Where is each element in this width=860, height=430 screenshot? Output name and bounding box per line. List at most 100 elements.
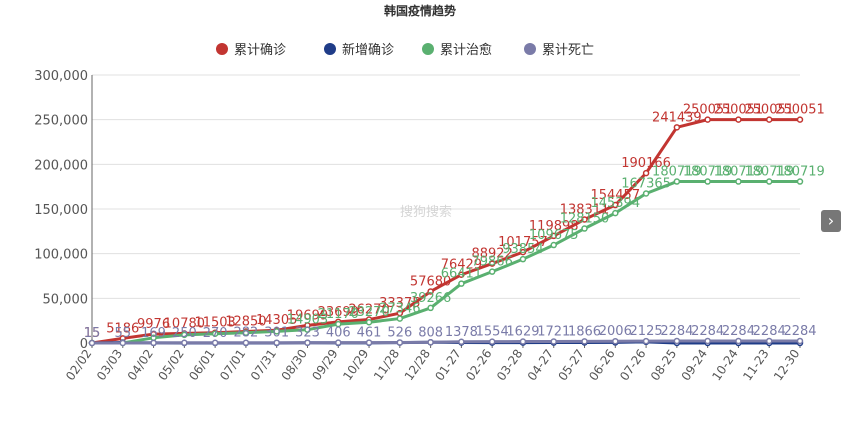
legend-item[interactable]: 新增确诊 bbox=[324, 42, 394, 58]
data-label: 79866 bbox=[471, 255, 512, 270]
data-point[interactable] bbox=[304, 326, 311, 333]
data-point[interactable] bbox=[796, 337, 804, 345]
data-label: 190166 bbox=[621, 156, 671, 171]
data-label: 23699 bbox=[318, 305, 359, 320]
data-point[interactable] bbox=[211, 339, 219, 347]
data-label: 33375 bbox=[379, 296, 420, 311]
data-point[interactable] bbox=[242, 339, 250, 346]
next-page-button[interactable]: › bbox=[821, 210, 841, 232]
legend-item[interactable]: 累计死亡 bbox=[524, 43, 594, 58]
data-point[interactable] bbox=[550, 338, 557, 345]
data-point[interactable] bbox=[673, 337, 681, 345]
data-label: 241439 bbox=[652, 110, 702, 125]
series-lines[interactable] bbox=[88, 116, 804, 347]
x-tick-label: 06-26 bbox=[586, 347, 617, 384]
series-line[interactable] bbox=[91, 180, 800, 345]
x-axis: 02/02 03/03 04/02 05/02 06/01 07/01 07/31 08/30… bbox=[63, 342, 802, 384]
data-point[interactable] bbox=[211, 330, 219, 337]
data-label: 461 bbox=[357, 326, 382, 341]
data-point[interactable] bbox=[335, 320, 342, 328]
data-point[interactable] bbox=[796, 116, 804, 123]
data-point[interactable] bbox=[735, 337, 742, 345]
data-point[interactable] bbox=[119, 339, 127, 347]
y-tick-label: 200,000 bbox=[34, 158, 88, 173]
x-tick-label: 07/31 bbox=[248, 347, 279, 383]
series-line[interactable] bbox=[91, 339, 800, 345]
data-point[interactable] bbox=[396, 339, 404, 346]
data-point[interactable] bbox=[427, 339, 434, 346]
data-label: 10780 bbox=[164, 316, 205, 331]
data-point[interactable] bbox=[488, 338, 496, 345]
data-label: 250051 bbox=[714, 103, 764, 118]
data-point[interactable] bbox=[365, 339, 373, 346]
data-point[interactable] bbox=[704, 116, 711, 123]
y-tick-label: 250,000 bbox=[34, 114, 88, 129]
data-point[interactable] bbox=[150, 339, 157, 347]
data-label: 301 bbox=[264, 326, 289, 341]
legend[interactable]: 累计确诊 新增确诊 累计治愈 累计死亡 bbox=[216, 42, 594, 58]
x-tick-label: 09/29 bbox=[309, 347, 340, 383]
data-point[interactable] bbox=[642, 337, 650, 345]
grid-lines bbox=[92, 74, 800, 344]
data-point[interactable] bbox=[704, 337, 711, 345]
data-point[interactable] bbox=[181, 339, 188, 347]
data-point[interactable] bbox=[519, 248, 527, 256]
data-point[interactable] bbox=[642, 190, 650, 197]
series-line[interactable] bbox=[91, 118, 800, 345]
data-point[interactable] bbox=[488, 268, 496, 275]
data-point[interactable] bbox=[519, 338, 527, 345]
data-point[interactable] bbox=[612, 209, 619, 217]
data-label: 101757 bbox=[498, 235, 548, 250]
data-label: 808 bbox=[418, 325, 443, 340]
data-point[interactable] bbox=[427, 288, 434, 295]
data-point[interactable] bbox=[181, 331, 188, 339]
data-point[interactable] bbox=[765, 337, 773, 345]
data-label: 180719 bbox=[775, 165, 825, 180]
legend-label: 累计治愈 bbox=[440, 43, 492, 58]
data-point[interactable] bbox=[735, 178, 742, 185]
data-point[interactable] bbox=[458, 271, 465, 278]
x-tick-label: 07/01 bbox=[217, 347, 248, 383]
data-point[interactable] bbox=[550, 241, 557, 249]
data-label: 250051 bbox=[683, 103, 733, 118]
x-tick-label: 04/02 bbox=[125, 347, 156, 383]
data-point[interactable] bbox=[581, 338, 588, 345]
data-point[interactable] bbox=[273, 339, 280, 346]
data-point[interactable] bbox=[304, 339, 311, 346]
x-tick-label: 07-26 bbox=[617, 347, 648, 384]
data-point[interactable] bbox=[704, 178, 711, 185]
data-point[interactable] bbox=[273, 328, 280, 335]
data-point[interactable] bbox=[735, 116, 742, 123]
data-point[interactable] bbox=[796, 178, 804, 185]
data-point[interactable] bbox=[458, 338, 465, 346]
data-label: 1378 bbox=[445, 325, 478, 340]
data-point[interactable] bbox=[673, 124, 681, 131]
data-point[interactable] bbox=[581, 216, 588, 223]
data-point[interactable] bbox=[427, 304, 434, 312]
data-point[interactable] bbox=[488, 260, 496, 267]
data-label: 39266 bbox=[410, 291, 451, 306]
data-label: 1866 bbox=[568, 324, 601, 339]
data-point[interactable] bbox=[396, 315, 404, 322]
chart-title: 韩国疫情趋势 bbox=[384, 3, 456, 18]
data-label: 14305 bbox=[256, 313, 297, 328]
data-point[interactable] bbox=[519, 255, 527, 263]
data-label: 2284 bbox=[783, 324, 816, 339]
data-point[interactable] bbox=[550, 232, 557, 240]
data-point[interactable] bbox=[765, 116, 773, 123]
legend-item[interactable]: 累计确诊 bbox=[216, 43, 286, 58]
data-point[interactable] bbox=[765, 178, 773, 185]
legend-item[interactable]: 累计治愈 bbox=[422, 43, 492, 58]
data-point[interactable] bbox=[88, 339, 96, 347]
data-point[interactable] bbox=[365, 318, 373, 326]
data-point[interactable] bbox=[673, 178, 681, 185]
data-point[interactable] bbox=[242, 329, 250, 336]
data-point[interactable] bbox=[335, 339, 342, 346]
data-point[interactable] bbox=[612, 337, 619, 345]
data-label: 250 bbox=[172, 326, 197, 341]
data-label: 169 bbox=[141, 326, 166, 341]
data-point[interactable] bbox=[581, 225, 588, 232]
data-point[interactable] bbox=[612, 201, 619, 209]
data-point[interactable] bbox=[642, 169, 650, 177]
data-point[interactable] bbox=[458, 280, 465, 287]
